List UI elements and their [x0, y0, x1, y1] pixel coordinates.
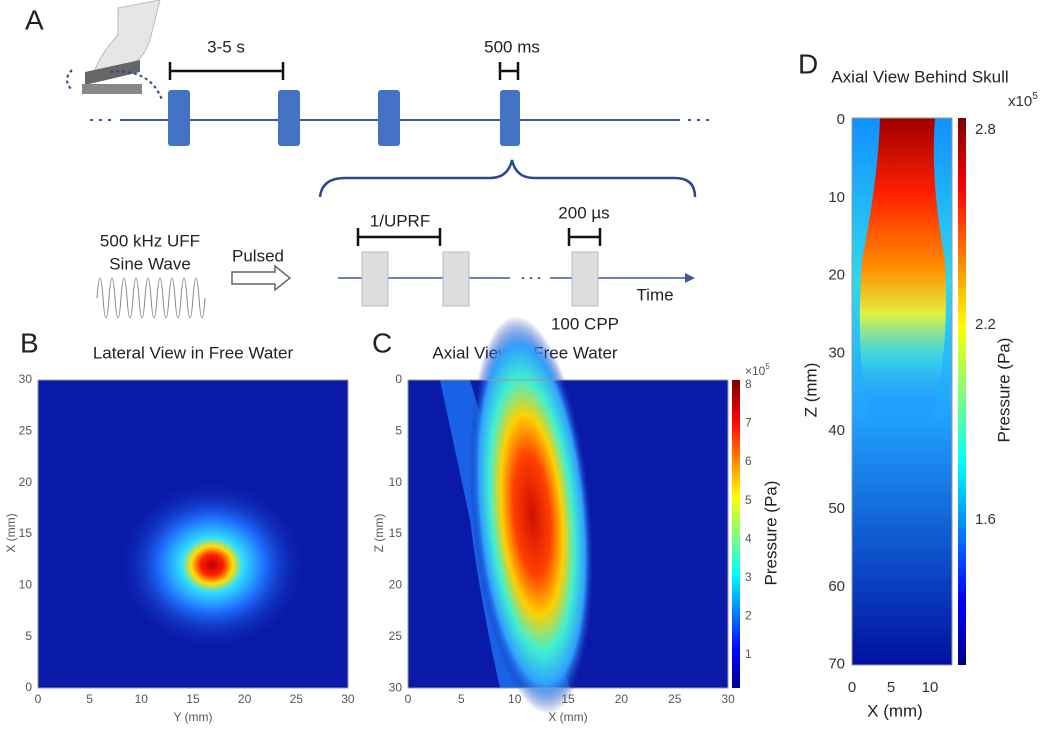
- panel-label: A: [25, 4, 44, 35]
- colorbar-label: Pressure (Pa): [994, 338, 1013, 443]
- arrow: [231, 264, 292, 292]
- y-tick-label: 60: [828, 578, 845, 595]
- pulse-blocks: [168, 90, 520, 146]
- x-tick-label: 15: [561, 692, 575, 706]
- y-tick-label: 20: [389, 578, 403, 592]
- colorbar-tick-label: 3: [745, 570, 752, 584]
- y-tick-label: 10: [19, 577, 33, 591]
- x-tick-label: 30: [341, 692, 355, 706]
- y-tick-label: 5: [395, 424, 402, 438]
- x-tick-label: 5: [458, 692, 465, 706]
- carrier-label: Sine Wave: [109, 254, 191, 273]
- y-axis-label: Z (mm): [372, 514, 386, 553]
- y-tick-label: 5: [25, 629, 32, 643]
- x-tick-label: 10: [922, 679, 939, 696]
- y-axis-label: X (mm): [4, 513, 18, 552]
- duration-label: 500 ms: [484, 37, 540, 56]
- x-tick-label: 25: [668, 692, 682, 706]
- colorbar-scale: ×105: [745, 362, 770, 378]
- panel-title: Lateral View in Free Water: [93, 343, 294, 362]
- x-tick-label: 0: [405, 692, 412, 706]
- x-tick-label: 0: [35, 692, 42, 706]
- y-tick-label: 10: [828, 189, 845, 206]
- cycles-label: 100 CPP: [551, 314, 619, 333]
- carrier-label: 500 kHz UFF: [100, 231, 200, 250]
- x-tick-label: 10: [135, 692, 149, 706]
- y-tick-label: 15: [389, 526, 403, 540]
- colorbar-tick-label: 2.2: [975, 316, 996, 333]
- x-tick-label: 30: [721, 692, 735, 706]
- x-tick-label: 25: [290, 692, 304, 706]
- y-tick-label: 50: [828, 500, 845, 517]
- heatmap: [37, 379, 349, 689]
- colorbar-tick-label: 4: [745, 531, 752, 545]
- colorbar-label: Pressure (Pa): [761, 481, 780, 586]
- y-tick-label: 30: [828, 344, 845, 361]
- y-tick-label: 30: [389, 680, 403, 694]
- colorbar-tick-label: 1.6: [975, 511, 996, 528]
- x-tick-label: 5: [86, 692, 93, 706]
- colorbar-tick-label: 6: [745, 454, 752, 468]
- burst-timeline: [338, 251, 695, 307]
- burst-label: 200 µs: [558, 203, 609, 222]
- y-tick-label: 10: [389, 475, 403, 489]
- colorbar-tick-label: 2.8: [975, 121, 996, 138]
- panel-title: Axial View Behind Skull: [831, 67, 1008, 86]
- y-tick-label: 40: [828, 422, 845, 439]
- pulsed-label: Pulsed: [232, 246, 284, 265]
- x-axis-label: X (mm): [867, 701, 923, 720]
- y-tick-label: 30: [19, 372, 33, 386]
- x-tick-label: 5: [887, 679, 895, 696]
- panel-label: B: [20, 327, 39, 358]
- y-tick-label: 70: [828, 656, 845, 673]
- y-tick-label: 15: [19, 526, 33, 540]
- foot-pedal-icon: [66, 0, 163, 101]
- x-tick-label: 15: [186, 692, 200, 706]
- sine-wave: [96, 277, 206, 319]
- x-tick-label: 20: [238, 692, 252, 706]
- brackets: [168, 62, 602, 246]
- colorbar: [732, 380, 740, 688]
- colorbar-tick-label: 2: [745, 609, 752, 623]
- y-axis-label: Z (mm): [801, 363, 820, 418]
- x-tick-label: 0: [848, 679, 856, 696]
- x-tick-label: 10: [508, 692, 522, 706]
- panel-label: C: [372, 327, 392, 358]
- x-axis-label: Y (mm): [173, 710, 212, 724]
- time-label: Time: [636, 285, 673, 304]
- panel-label: D: [798, 48, 818, 79]
- y-tick-label: 20: [19, 475, 33, 489]
- uprf-label: 1/UPRF: [370, 211, 430, 230]
- heatmap: [851, 117, 953, 666]
- y-tick-label: 0: [837, 111, 845, 128]
- interval-label: 3-5 s: [207, 37, 245, 56]
- y-tick-label: 25: [389, 629, 403, 643]
- x-tick-label: 20: [615, 692, 629, 706]
- y-tick-label: 25: [19, 423, 33, 437]
- y-tick-label: 20: [828, 267, 845, 284]
- x-axis-label: X (mm): [548, 710, 587, 724]
- colorbar-tick-label: 7: [745, 416, 752, 430]
- heatmap: [407, 315, 729, 715]
- colorbar-tick-label: 8: [745, 377, 752, 391]
- brace: [318, 159, 697, 198]
- colorbar-tick-label: 5: [745, 493, 752, 507]
- y-tick-label: 0: [25, 680, 32, 694]
- colorbar-tick-label: 1: [745, 647, 752, 661]
- colorbar: [958, 118, 966, 665]
- y-tick-label: 0: [395, 372, 402, 386]
- colorbar-scale: x105: [1008, 91, 1038, 110]
